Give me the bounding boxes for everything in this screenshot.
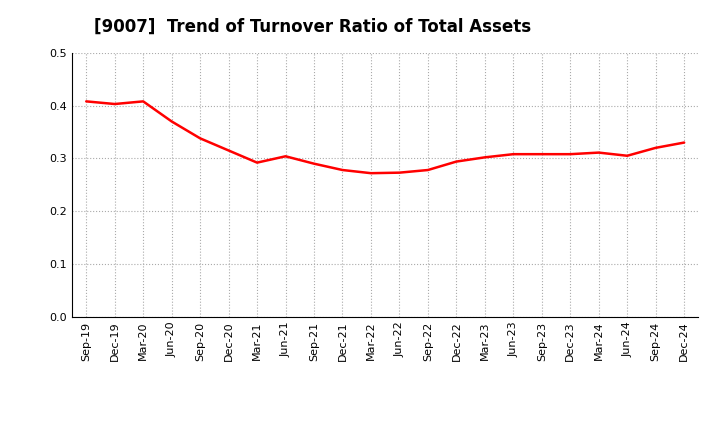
- Text: [9007]  Trend of Turnover Ratio of Total Assets: [9007] Trend of Turnover Ratio of Total …: [94, 18, 531, 36]
